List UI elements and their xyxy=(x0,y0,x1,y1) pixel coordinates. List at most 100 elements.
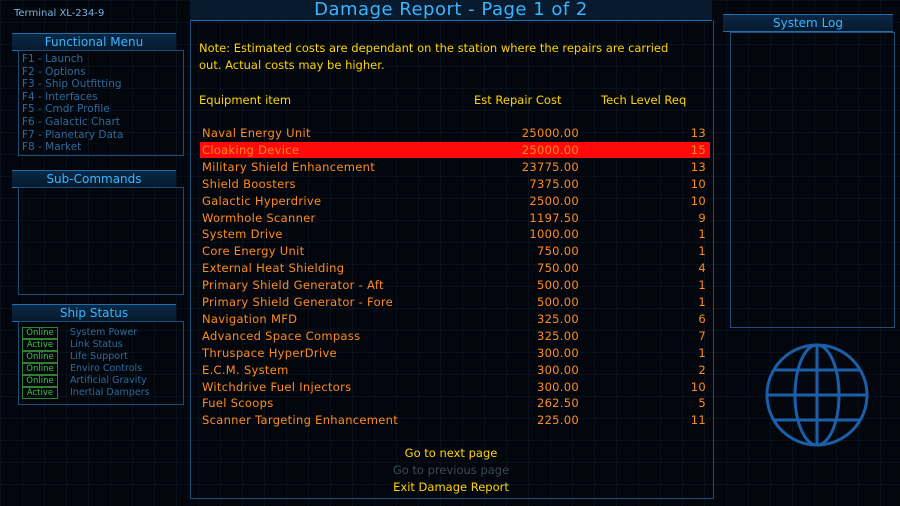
status-label: Artificial Gravity xyxy=(70,375,147,386)
status-badge: Online xyxy=(22,351,58,363)
tech-level: 1 xyxy=(698,244,706,259)
menu-item-galactic-chart[interactable]: F6 - Galactic Chart xyxy=(22,115,120,128)
tech-level: 7 xyxy=(698,328,706,343)
table-row[interactable]: Shield Boosters 7375.00 10 xyxy=(200,176,710,192)
sub-commands-title: Sub-Commands xyxy=(12,170,176,188)
table-row[interactable]: Military Shield Enhancement 23775.00 13 xyxy=(200,159,710,175)
tech-level: 4 xyxy=(698,261,706,276)
repair-cost: 225.00 xyxy=(536,413,579,428)
table-row[interactable]: Thruspace HyperDrive 300.00 1 xyxy=(200,345,710,361)
equipment-name: Military Shield Enhancement xyxy=(202,159,376,174)
table-row[interactable]: External Heat Shielding 750.00 4 xyxy=(200,260,710,276)
tech-level: 9 xyxy=(698,210,706,225)
status-label: Life Support xyxy=(70,351,128,362)
column-header-tech: Tech Level Req xyxy=(601,93,687,107)
repair-cost: 750.00 xyxy=(536,261,579,276)
tech-level: 11 xyxy=(690,413,706,428)
report-panel xyxy=(190,20,714,499)
repair-cost: 7375.00 xyxy=(529,176,579,191)
tech-level: 10 xyxy=(690,379,706,394)
tech-level: 13 xyxy=(690,159,706,174)
repair-cost: 325.00 xyxy=(536,328,579,343)
table-row[interactable]: Wormhole Scanner 1197.50 9 xyxy=(200,210,710,226)
status-row: Online Life Support xyxy=(22,351,182,363)
tech-level: 13 xyxy=(690,126,706,140)
table-row[interactable]: Fuel Scoops 262.50 5 xyxy=(200,395,710,411)
menu-item-ship-outfitting[interactable]: F3 - Ship Outfitting xyxy=(22,78,122,91)
status-row: Online System Power xyxy=(22,327,182,339)
functional-menu-title: Functional Menu xyxy=(12,33,176,51)
equipment-name: Galactic Hyperdrive xyxy=(202,193,322,208)
tech-level: 1 xyxy=(698,345,706,360)
functional-menu-box xyxy=(18,50,184,156)
equipment-name: E.C.M. System xyxy=(202,362,289,377)
table-row[interactable]: Primary Shield Generator - Aft 500.00 1 xyxy=(200,277,710,293)
equipment-name: Shield Boosters xyxy=(202,176,296,191)
repair-cost: 25000.00 xyxy=(521,142,579,157)
status-badge: Active xyxy=(22,387,58,399)
equipment-name: Primary Shield Generator - Aft xyxy=(202,278,384,293)
table-row[interactable]: System Drive 1000.00 1 xyxy=(200,226,710,242)
menu-item-launch[interactable]: F1 - Launch xyxy=(22,53,84,65)
equipment-name: System Drive xyxy=(202,227,283,242)
table-row[interactable]: Witchdrive Fuel Injectors 300.00 10 xyxy=(200,379,710,395)
repair-cost: 25000.00 xyxy=(521,126,579,140)
equipment-name: Thruspace HyperDrive xyxy=(202,345,337,360)
equipment-name: Core Energy Unit xyxy=(202,244,305,259)
tech-level: 1 xyxy=(698,278,706,293)
repair-cost: 262.50 xyxy=(536,396,579,411)
status-row: Active Link Status xyxy=(22,339,182,351)
table-row[interactable]: Galactic Hyperdrive 2500.00 10 xyxy=(200,193,710,209)
equipment-name: Fuel Scoops xyxy=(202,396,274,411)
status-row: Online Enviro Controls xyxy=(22,363,182,375)
tech-level: 15 xyxy=(690,142,706,157)
menu-item-interfaces[interactable]: F4 - Interfaces xyxy=(22,90,98,103)
repair-cost: 325.00 xyxy=(536,311,579,326)
equipment-name: Witchdrive Fuel Injectors xyxy=(202,379,352,394)
repair-cost: 500.00 xyxy=(536,295,579,309)
table-row[interactable]: E.C.M. System 300.00 2 xyxy=(200,362,710,378)
menu-item-cmdr-profile[interactable]: F5 - Cmdr Profile xyxy=(22,103,110,116)
repair-cost: 500.00 xyxy=(536,278,579,293)
tech-level: 6 xyxy=(698,311,706,326)
repair-cost: 300.00 xyxy=(536,362,579,377)
repair-cost: 750.00 xyxy=(536,244,579,259)
equipment-name: Advanced Space Compass xyxy=(202,328,361,343)
equipment-name: Primary Shield Generator - Fore xyxy=(202,295,394,309)
equipment-name: Cloaking Device xyxy=(202,142,300,157)
table-row[interactable]: Naval Energy Unit 25000.00 13 xyxy=(200,125,710,141)
terminal-id: Terminal XL-234-9 xyxy=(14,8,105,19)
status-label: Inertial Dampers xyxy=(70,387,150,398)
repair-cost: 1197.50 xyxy=(529,210,579,225)
column-header-item: Equipment item xyxy=(199,93,292,107)
table-row[interactable]: Core Energy Unit 750.00 1 xyxy=(200,243,710,259)
exit-report-button[interactable]: Exit Damage Report xyxy=(393,480,509,494)
status-row: Active Inertial Dampers xyxy=(22,387,182,399)
globe-icon xyxy=(762,340,872,454)
column-header-cost: Est Repair Cost xyxy=(474,93,562,107)
previous-page-button[interactable]: Go to previous page xyxy=(392,463,510,477)
ship-status-title: Ship Status xyxy=(12,304,176,322)
table-row[interactable]: Advanced Space Compass 325.00 7 xyxy=(200,328,710,344)
sub-commands-box xyxy=(18,187,184,295)
status-badge: Online xyxy=(22,327,58,339)
repair-cost: 23775.00 xyxy=(521,159,579,174)
table-row[interactable]: Cloaking Device 25000.00 15 xyxy=(200,141,710,158)
repair-cost: 300.00 xyxy=(536,345,579,360)
table-row[interactable]: Scanner Targeting Enhancement 225.00 11 xyxy=(200,412,710,428)
menu-item-options[interactable]: F2 - Options xyxy=(22,65,86,78)
tech-level: 2 xyxy=(698,362,706,377)
tech-level: 10 xyxy=(690,176,706,191)
table-row[interactable]: Primary Shield Generator - Fore 500.00 1 xyxy=(200,294,710,310)
tech-level: 1 xyxy=(698,227,706,242)
ship-status-box xyxy=(18,321,184,405)
equipment-name: Navigation MFD xyxy=(202,311,298,326)
table-row[interactable]: Navigation MFD 325.00 6 xyxy=(200,311,710,327)
menu-item-planetary-data[interactable]: F7 - Planetary Data xyxy=(22,128,124,141)
equipment-name: Naval Energy Unit xyxy=(202,126,311,140)
page-title: Damage Report - Page 1 of 2 xyxy=(190,0,712,21)
next-page-button[interactable]: Go to next page xyxy=(404,446,498,460)
status-row: Online Artificial Gravity xyxy=(22,375,182,387)
menu-item-market[interactable]: F8 - Market xyxy=(22,141,82,154)
tech-level: 1 xyxy=(698,295,706,309)
